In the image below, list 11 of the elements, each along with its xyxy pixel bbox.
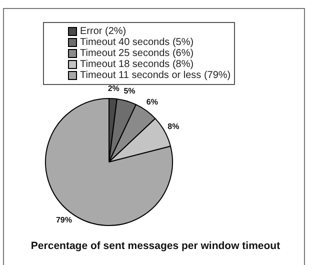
legend-label: Timeout 18 seconds (8%) <box>80 59 194 70</box>
data-label: 2% <box>108 84 120 93</box>
data-label: 8% <box>168 122 180 131</box>
data-label: 6% <box>146 98 158 107</box>
data-label: 5% <box>124 86 136 96</box>
text: Percentage of sent messages per window timeout <box>30 240 282 252</box>
legend-label: Error (2%) <box>80 26 126 37</box>
data-label: 79% <box>56 215 72 224</box>
legend-label: Timeout 40 seconds (5%) <box>80 37 194 48</box>
legend-label: Timeout 25 seconds (6%) <box>80 48 194 59</box>
legend-label: Timeout 11 seconds or less (79%) <box>80 70 231 81</box>
